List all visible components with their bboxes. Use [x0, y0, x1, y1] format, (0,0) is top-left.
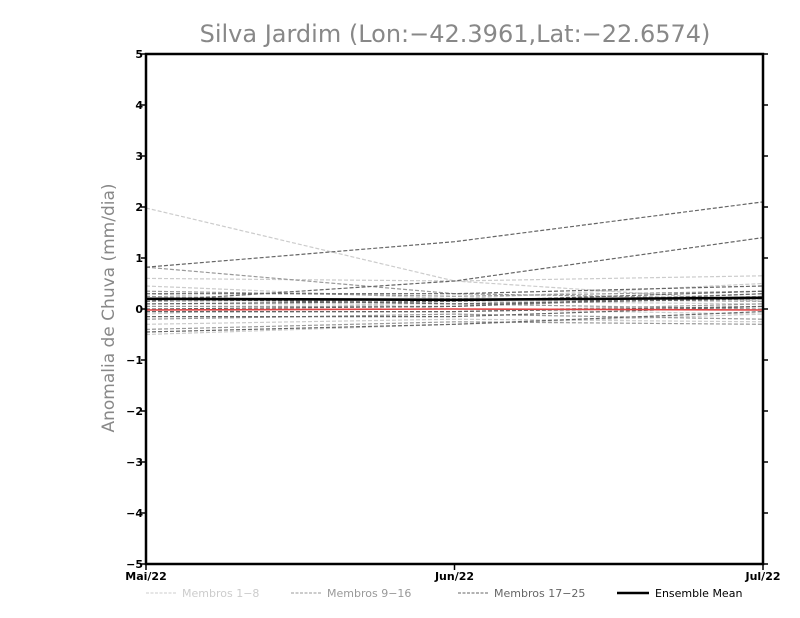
- chart-title: Silva Jardim (Lon:−42.3961,Lat:−22.6574): [200, 20, 711, 48]
- member-line-17-25-24: [145, 311, 764, 333]
- y-tick-label: 2: [135, 201, 143, 214]
- reference-line: [145, 308, 764, 311]
- member-line-17-25-20: [145, 290, 764, 305]
- member-line-17-25-19: [146, 285, 764, 295]
- y-tick-label: 5: [135, 48, 143, 61]
- ensemble-mean-line: [145, 296, 764, 302]
- x-tick-label: Jul/22: [744, 570, 780, 583]
- member-line-17-25-18: [145, 237, 764, 302]
- legend-label: Ensemble Mean: [655, 587, 742, 600]
- member-line-17-25-22: [146, 305, 764, 313]
- x-tick-label: Mai/22: [125, 570, 166, 583]
- member-line-1-8-7: [145, 318, 764, 325]
- legend: Membros 1−8 Membros 9−16 Membros 17−25 Ense…: [146, 587, 742, 600]
- y-tick-label: 1: [135, 252, 143, 265]
- member-line-9-16-14: [145, 313, 764, 320]
- y-tick-label: 0: [135, 303, 143, 316]
- member-line-9-16-15: [145, 321, 764, 330]
- plot-lines: [145, 201, 764, 336]
- member-line-17-25-21: [145, 293, 764, 310]
- member-line-17-25-23: [146, 305, 764, 318]
- x-tick-label: Jun/22: [434, 570, 474, 583]
- legend-label: Membros 17−25: [494, 587, 585, 600]
- member-line-17-25-17: [145, 201, 764, 268]
- legend-label: Membros 1−8: [182, 587, 259, 600]
- y-tick-label: 3: [135, 150, 143, 163]
- member-line-1-8-1: [145, 207, 764, 302]
- y-tick-label: −2: [126, 405, 143, 418]
- legend-label: Membros 9−16: [327, 587, 411, 600]
- y-tick-label: −1: [126, 354, 143, 367]
- y-tick-label: 4: [135, 99, 143, 112]
- member-line-1-8-2: [145, 275, 764, 282]
- y-tick-label: −5: [126, 558, 143, 571]
- member-line-9-16-10: [145, 290, 764, 297]
- y-tick-label: −3: [126, 456, 143, 469]
- y-axis-ticks: −5 −4 −3 −2 −1 0 1 2 3 4 5: [126, 48, 768, 571]
- x-axis-ticks: Mai/22 Jun/22 Jul/22: [125, 564, 781, 583]
- y-axis-label: Anomalia de Chuva (mm/dia): [99, 183, 119, 432]
- member-line-17-25-25: [145, 298, 764, 305]
- y-tick-label: −4: [126, 507, 143, 520]
